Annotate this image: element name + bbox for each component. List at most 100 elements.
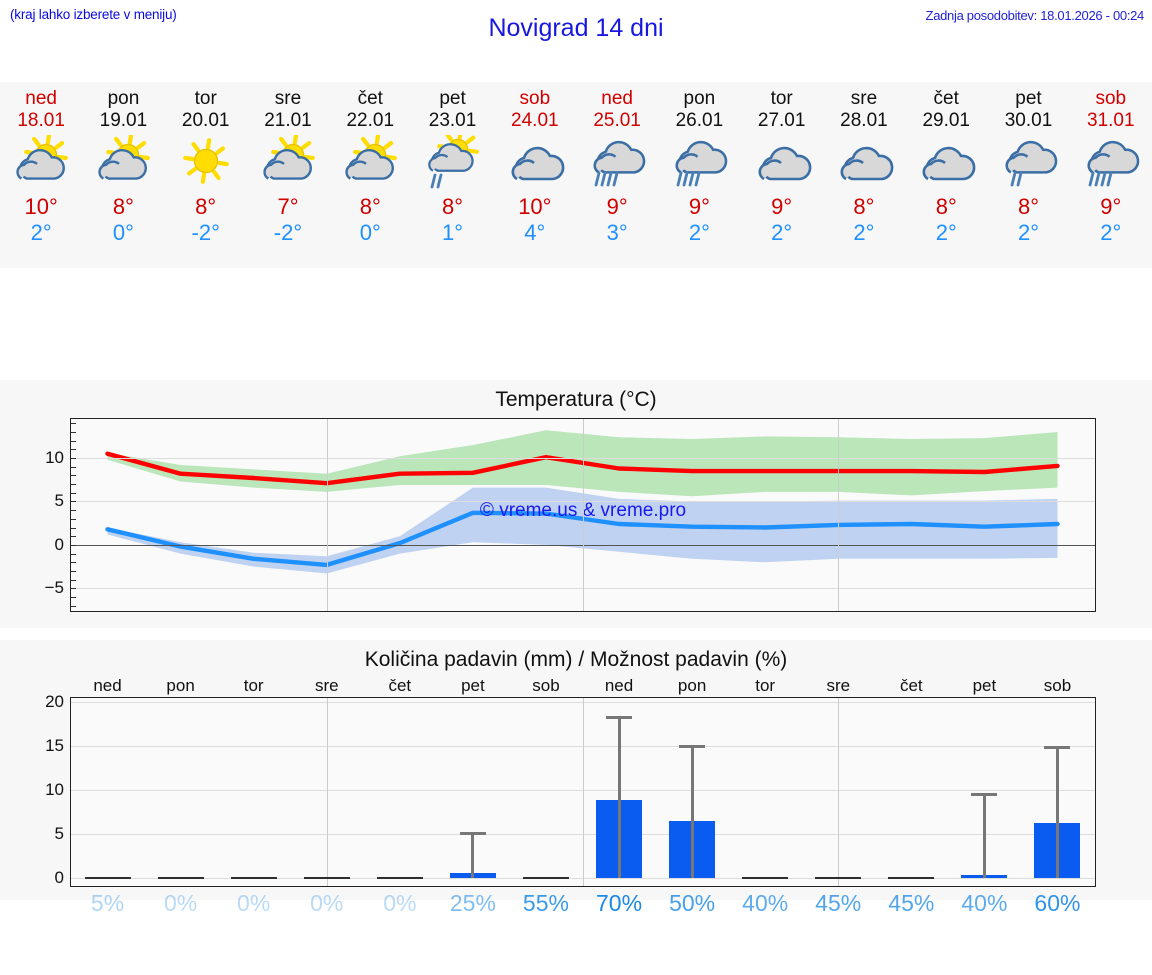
temperature-axis-tick	[71, 570, 76, 572]
day-date: 22.01	[346, 110, 395, 131]
precipitation-probability-label: 40%	[961, 890, 1008, 916]
precipitation-plot-area: 20 15 10 5 0 ned 5% pon 0% tor 0% sre 0% čet 0% pet 25% s…	[45, 676, 1096, 916]
day-name: sre	[850, 88, 878, 109]
day-temp-max: 8°	[853, 194, 875, 219]
partly-cloudy-icon	[82, 134, 164, 190]
precipitation-probability-label: 0%	[163, 890, 198, 916]
temperature-axis-tick	[71, 475, 76, 477]
precipitation-probability-label: 45%	[888, 890, 935, 916]
forecast-day-column[interactable]: pet 23.01 8° 1°	[411, 82, 493, 268]
precipitation-vertical-gridline	[326, 698, 328, 886]
precipitation-x-tick-label: sre	[314, 676, 339, 695]
temperature-chart-panel: Temperatura (°C) © vreme.us & vreme.pro …	[0, 380, 1152, 628]
precipitation-x-tick-label: pet	[972, 676, 997, 695]
temperature-axis-tick	[71, 449, 76, 451]
day-temp-min: 2°	[1100, 220, 1122, 245]
last-updated: Zadnja posodobitev: 18.01.2026 - 00:24	[925, 8, 1145, 23]
day-temp-min: 1°	[442, 220, 464, 245]
day-temp-min: 2°	[935, 220, 957, 245]
day-date: 21.01	[264, 110, 312, 131]
forecast-day-column[interactable]: sob 24.01 10° 4°	[494, 82, 576, 268]
precipitation-probability-label: 0%	[237, 890, 271, 916]
precipitation-bar	[84, 876, 131, 879]
day-date: 20.01	[181, 110, 230, 131]
rain-icon	[576, 134, 658, 190]
day-temp-max: 10°	[24, 194, 58, 219]
temperature-axis-tick	[71, 440, 76, 442]
temperature-axis-tick	[71, 527, 76, 529]
precipitation-x-tick-label: pon	[166, 676, 195, 695]
day-name: pon	[107, 88, 140, 109]
precipitation-bar	[376, 876, 423, 879]
precipitation-x-tick-label: sob	[1043, 676, 1072, 695]
day-temp-max: 9°	[771, 194, 793, 219]
day-name: ned	[601, 88, 633, 109]
day-temp-max: 8°	[442, 194, 464, 219]
forecast-day-column[interactable]: tor 20.01 8° -2°	[165, 82, 247, 268]
rain-icon	[1070, 134, 1152, 190]
forecast-day-column[interactable]: čet 29.01 8° 2°	[905, 82, 987, 268]
temperature-y-tick-label: 0	[54, 534, 64, 554]
day-temp-max: 8°	[935, 194, 957, 219]
forecast-day-column[interactable]: tor 27.01 9° 2°	[741, 82, 823, 268]
precipitation-bar	[157, 876, 204, 879]
day-temp-max: 8°	[112, 194, 134, 219]
day-temp-min: 2°	[853, 220, 875, 245]
day-name: čet	[357, 88, 383, 109]
page-header: (kraj lahko izberete v meniju) Novigrad …	[0, 0, 1152, 56]
forecast-day-column[interactable]: sre 28.01 8° 2°	[823, 82, 905, 268]
forecast-day-column[interactable]: pet 30.01 8° 2°	[987, 82, 1069, 268]
precipitation-y-tick-label: 20	[45, 692, 64, 712]
daily-forecast-strip: ned 18.01 10° 2° pon 19.01 8° 0° tor 20.01 8° -2°…	[0, 82, 1152, 268]
rain-icon	[658, 134, 740, 190]
day-temp-max: 10°	[518, 194, 552, 219]
day-temp-min: 2°	[688, 220, 710, 245]
day-temp-max: 9°	[606, 194, 628, 219]
forecast-day-column[interactable]: sob 31.01 9° 2°	[1070, 82, 1152, 268]
precipitation-probability-label: 40%	[742, 890, 789, 916]
day-temp-min: 4°	[524, 220, 546, 245]
day-date: 29.01	[922, 110, 970, 131]
forecast-day-column[interactable]: pon 19.01 8° 0°	[82, 82, 164, 268]
temperature-axis-tick	[71, 562, 76, 564]
day-temp-min: 2°	[771, 220, 793, 245]
precipitation-bar	[230, 876, 277, 879]
day-name: tor	[770, 88, 793, 109]
precipitation-x-tick-label: pon	[677, 676, 707, 695]
temperature-axis-tick	[71, 544, 76, 546]
temperature-y-tick-label: 5	[54, 491, 64, 511]
temperature-plot-area: © vreme.us & vreme.pro 10 5 0 −5	[45, 418, 1096, 612]
day-temp-min: 0°	[112, 220, 134, 245]
precipitation-x-tick-label: sre	[826, 676, 851, 695]
precipitation-bar	[303, 876, 350, 879]
forecast-day-column[interactable]: pon 26.01 9° 2°	[658, 82, 740, 268]
precipitation-error-cap	[971, 792, 998, 796]
precipitation-probability-label: 0%	[310, 890, 344, 916]
precipitation-error-bar	[617, 715, 621, 878]
day-date: 19.01	[99, 110, 148, 131]
forecast-day-column[interactable]: ned 25.01 9° 3°	[576, 82, 658, 268]
temperature-axis-tick	[71, 536, 76, 538]
day-name: čet	[933, 88, 959, 109]
temperature-axis-tick	[71, 510, 76, 512]
precipitation-error-bar	[471, 832, 475, 878]
day-temp-min: 0°	[359, 220, 381, 245]
partly-cloudy-icon	[329, 134, 411, 190]
day-temp-max: 7°	[277, 194, 299, 219]
forecast-day-column[interactable]: ned 18.01 10° 2°	[0, 82, 82, 268]
precipitation-probability-label: 25%	[449, 890, 496, 916]
precipitation-probability-label: 55%	[522, 890, 569, 916]
forecast-day-column[interactable]: čet 22.01 8° 0°	[329, 82, 411, 268]
forecast-day-column[interactable]: sre 21.01 7° -2°	[247, 82, 329, 268]
day-name: sob	[519, 88, 551, 109]
temperature-vertical-gridline	[582, 419, 584, 611]
precipitation-y-tick-label: 5	[54, 824, 64, 844]
partly-cloudy-icon	[247, 134, 329, 190]
precipitation-y-tick-label: 0	[54, 867, 64, 887]
precipitation-vertical-gridline	[838, 698, 840, 886]
temperature-vertical-gridline	[838, 419, 840, 611]
precipitation-x-tick-label: ned	[604, 676, 634, 695]
day-temp-max: 8°	[359, 194, 381, 219]
day-date: 28.01	[840, 110, 888, 131]
cloudy-icon	[741, 134, 823, 190]
